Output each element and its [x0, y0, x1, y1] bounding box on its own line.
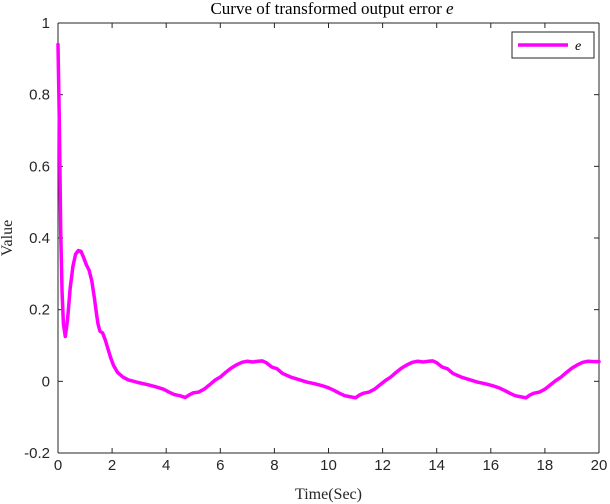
x-tick-label: 20 — [591, 457, 608, 474]
x-tick-label: 6 — [216, 457, 224, 474]
x-tick-label: 10 — [320, 457, 337, 474]
y-tick-label: 0.6 — [29, 158, 50, 175]
series-group — [56, 42, 601, 400]
y-tick-label: 0 — [42, 373, 50, 390]
y-tick-label: -0.2 — [24, 445, 50, 462]
y-tick-label: 0.4 — [29, 230, 50, 247]
series-line-e — [56, 42, 601, 400]
chart-title-variable: e — [446, 0, 454, 18]
y-axis-ticks: -0.2 0 0.2 0.4 0.6 0.8 1 — [24, 15, 599, 462]
legend-label-e: e — [575, 39, 581, 54]
chart-title-text: Curve of transformed output error — [210, 0, 446, 18]
x-tick-label: 0 — [54, 457, 62, 474]
x-tick-label: 18 — [537, 457, 554, 474]
legend: e — [511, 31, 595, 59]
x-tick-label: 2 — [108, 457, 116, 474]
x-tick-label: 16 — [482, 457, 499, 474]
y-axis-label: Value — [0, 220, 16, 256]
x-tick-label: 14 — [428, 457, 445, 474]
x-tick-label: 12 — [374, 457, 391, 474]
x-axis-ticks: 0 2 4 6 8 10 12 14 16 18 20 — [54, 23, 608, 474]
chart-title: Curve of transformed output error e — [210, 0, 454, 18]
x-axis-label: Time(Sec) — [295, 486, 362, 503]
x-tick-label: 4 — [162, 457, 170, 474]
y-tick-label: 1 — [42, 15, 50, 32]
y-tick-label: 0.2 — [29, 302, 50, 319]
x-tick-label: 8 — [270, 457, 278, 474]
y-tick-label: 0.8 — [29, 87, 50, 104]
